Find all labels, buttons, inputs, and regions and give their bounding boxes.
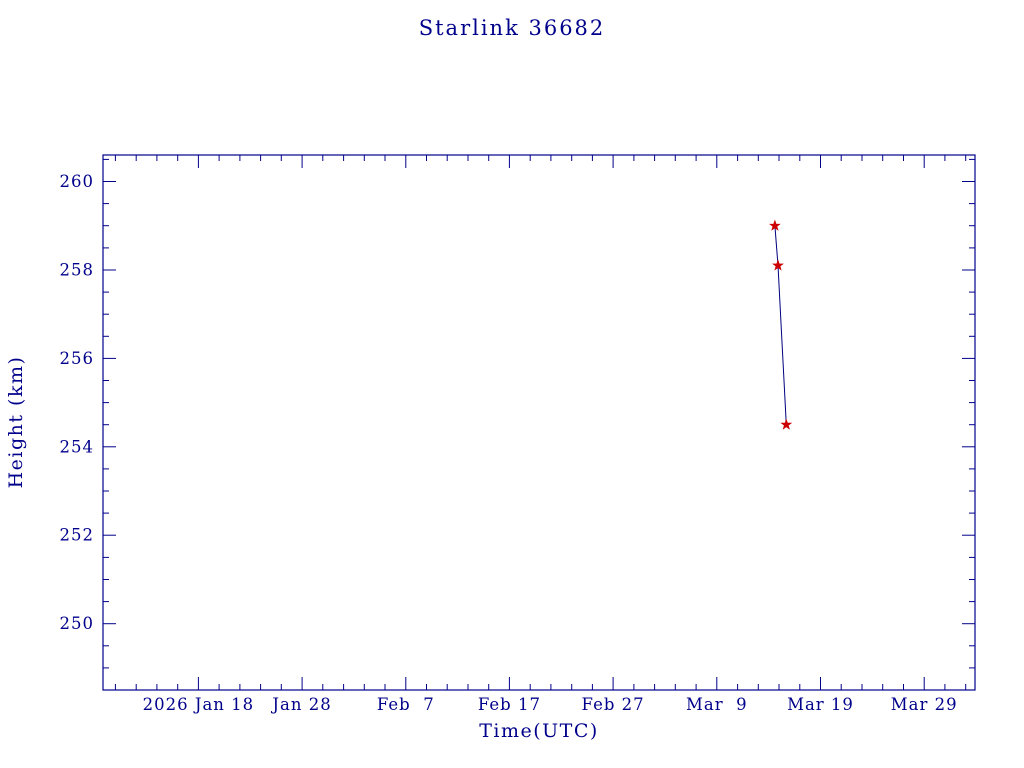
y-tick-label: 250: [60, 614, 95, 633]
x-tick-label: Mar 19: [787, 695, 854, 714]
y-tick-label: 252: [60, 526, 95, 545]
data-point-star-marker: [768, 219, 781, 231]
x-tick-label: Feb 17: [478, 695, 541, 714]
plot-box: [102, 154, 976, 691]
x-tick-label: Feb 7: [377, 695, 435, 714]
y-tick-label: 258: [60, 261, 95, 280]
data-line: [774, 225, 787, 425]
chart-title: Starlink 36682: [418, 16, 606, 40]
x-tick-label: Mar 9: [686, 695, 748, 714]
y-tick-label: 254: [60, 437, 95, 456]
x-axis-label: Time(UTC): [479, 720, 599, 742]
x-tick-label: Jan 28: [270, 695, 331, 714]
data-point-star-marker: [780, 418, 793, 430]
x-tick-label: Mar 29: [891, 695, 958, 714]
x-tick-label: Feb 27: [582, 695, 645, 714]
data-point-star-marker: [772, 259, 784, 271]
x-tick-label: 2026 Jan 18: [143, 695, 255, 714]
y-tick-label: 260: [60, 172, 95, 191]
y-tick-label: 256: [60, 349, 95, 368]
